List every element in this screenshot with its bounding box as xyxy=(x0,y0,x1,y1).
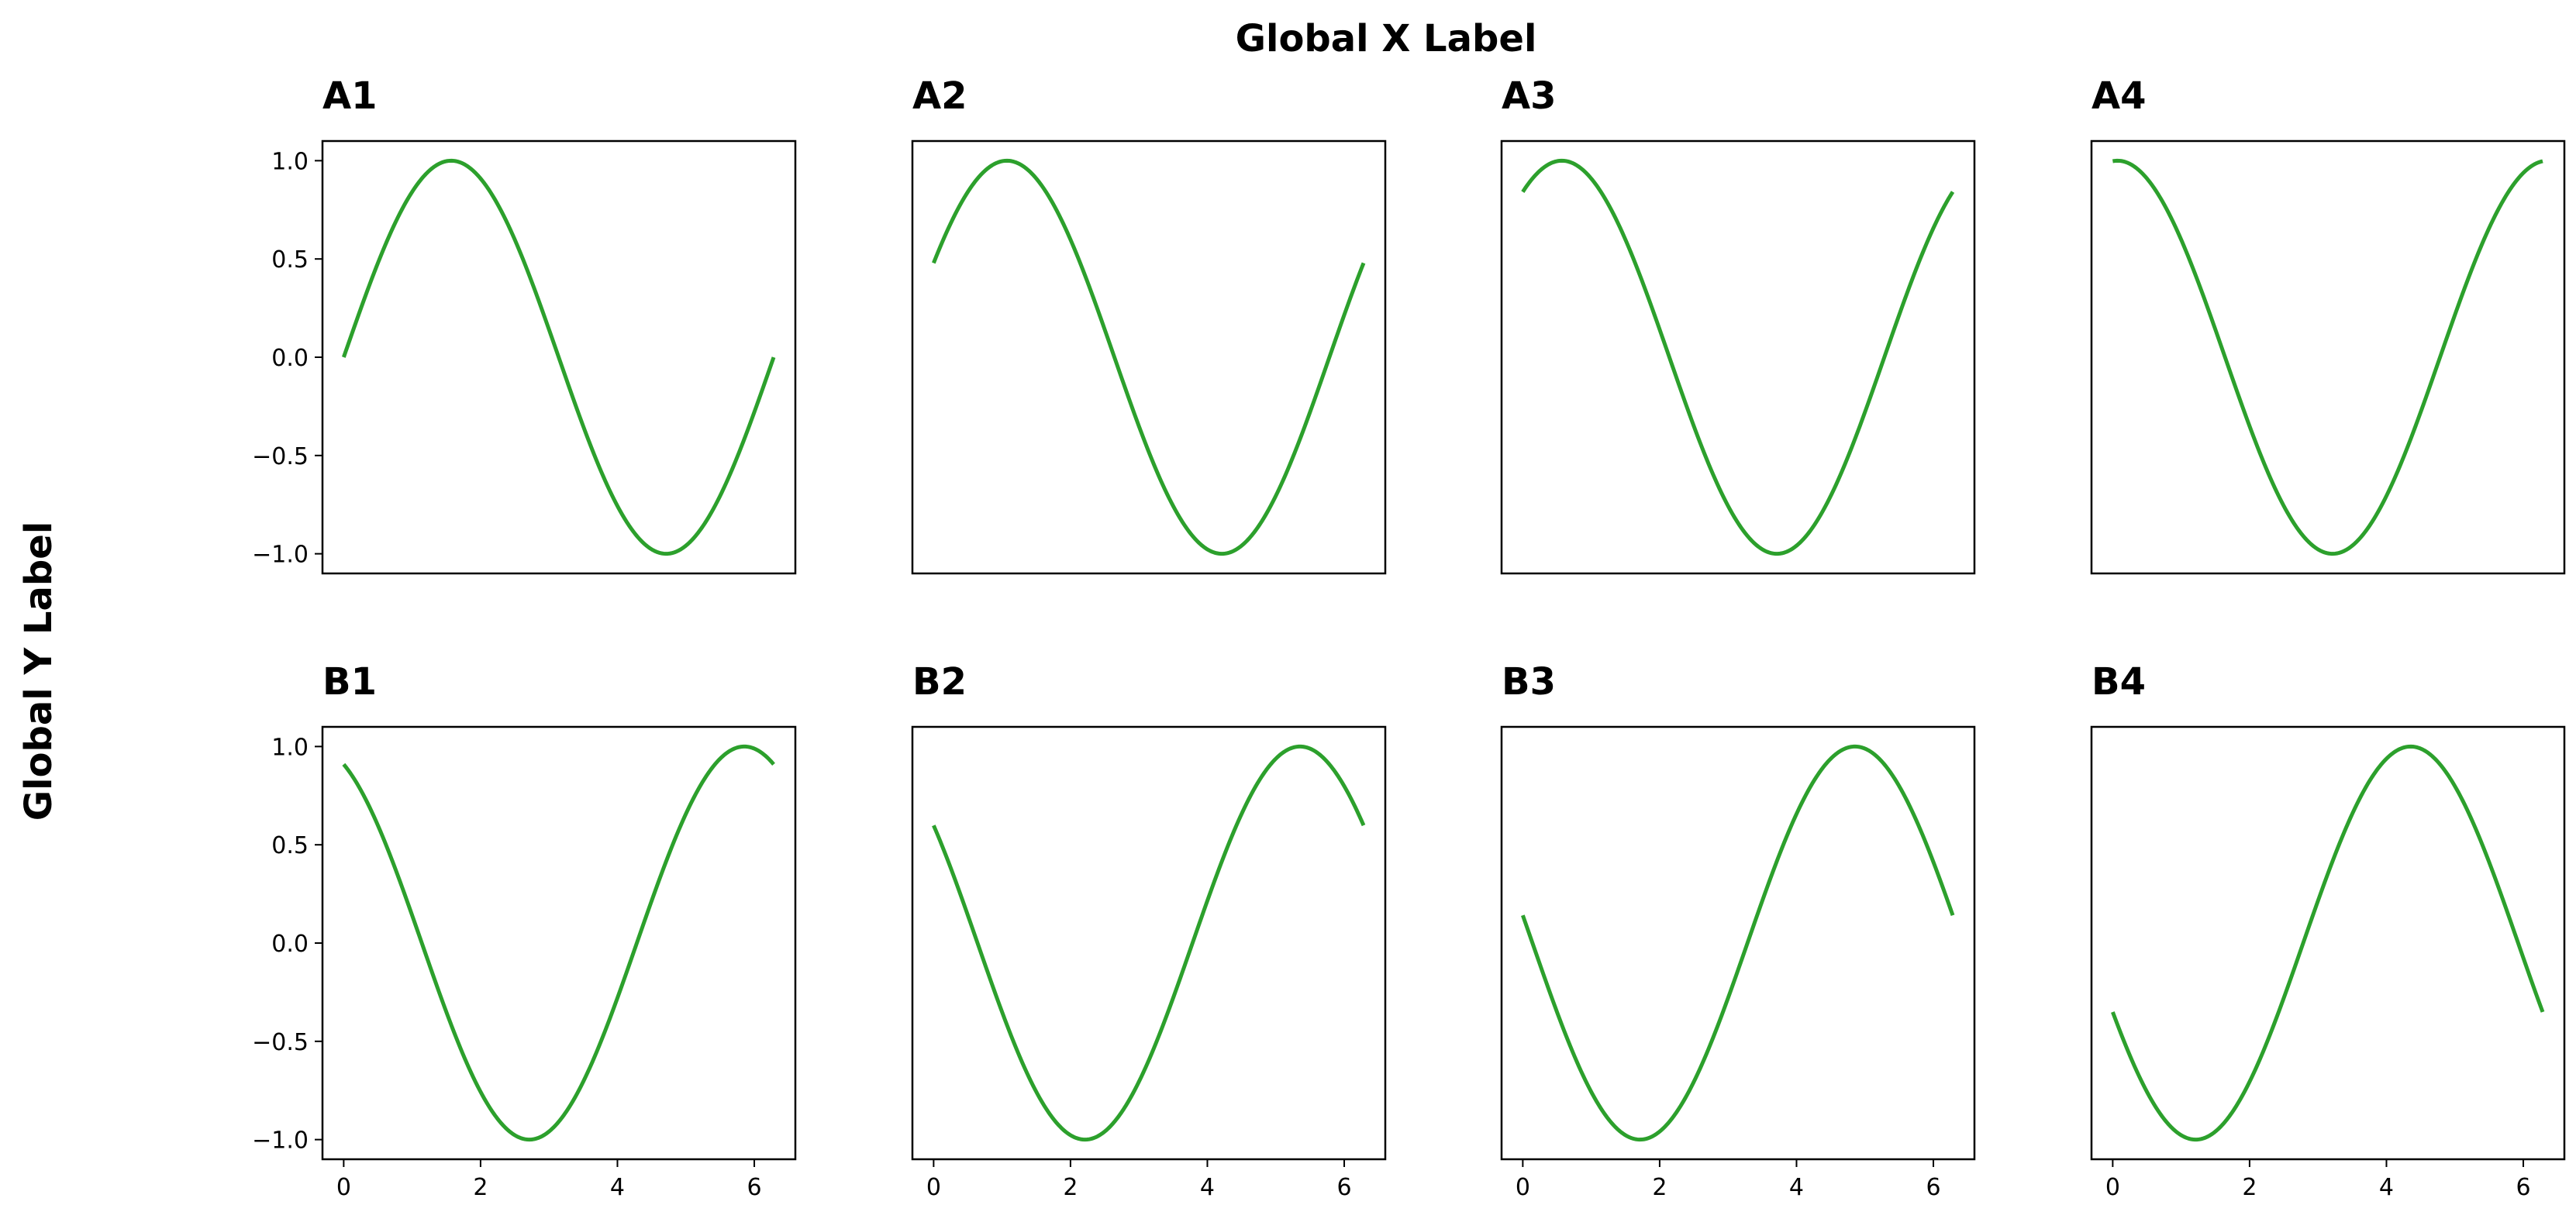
figure-y-label: Global Y Label xyxy=(17,522,60,821)
axes-frame-b1 xyxy=(321,725,797,1161)
subplot-b2: B2 0 2 4 6 xyxy=(911,660,1387,1201)
series-line-b1 xyxy=(342,744,775,1142)
y-tick-label-b1: 0.5 xyxy=(271,832,309,859)
x-tick-label-b1: 6 xyxy=(747,1174,761,1201)
axes-frame-b4 xyxy=(2090,725,2566,1161)
x-tick-label-b4: 0 xyxy=(2105,1174,2120,1201)
axes-frame-a3 xyxy=(1500,139,1976,575)
x-tick-label-b1: 4 xyxy=(610,1174,625,1201)
subplot-title-b1: B1 xyxy=(322,660,377,704)
series-line-a4 xyxy=(2112,158,2543,556)
subplot-title-b3: B3 xyxy=(1502,660,1556,704)
series-line-b2 xyxy=(932,744,1366,1142)
subplot-title-a1: A1 xyxy=(322,74,378,118)
axes-frame-b3 xyxy=(1500,725,1976,1161)
x-tick-label-b3: 2 xyxy=(1652,1174,1667,1201)
subplot-title-b2: B2 xyxy=(912,660,967,704)
x-tick-label-b1: 2 xyxy=(473,1174,488,1201)
series-line-a1 xyxy=(342,158,776,556)
subplot-b3: B3 0 2 4 6 xyxy=(1500,660,1976,1201)
x-tick-label-b3: 0 xyxy=(1516,1174,1530,1201)
y-tick-label-b1: −0.5 xyxy=(252,1029,309,1056)
x-tick-label-b4: 2 xyxy=(2242,1174,2257,1201)
y-tick-label-a1: 0.0 xyxy=(271,345,309,372)
y-tick-label-b1: −1.0 xyxy=(252,1127,309,1155)
x-tick-label-b2: 6 xyxy=(1336,1174,1351,1201)
series-line-a2 xyxy=(932,158,1366,556)
y-tick-label-a1: 0.5 xyxy=(271,246,309,274)
y-tick-label-a1: −0.5 xyxy=(252,443,309,470)
x-tick-label-b4: 4 xyxy=(2379,1174,2394,1201)
axes-frame-a4 xyxy=(2090,139,2566,575)
axes-frame-a2 xyxy=(911,139,1387,575)
subplot-title-a3: A3 xyxy=(1502,74,1557,118)
series-line-b3 xyxy=(1521,744,1955,1142)
figure-suptitle: Global X Label xyxy=(1236,17,1537,60)
x-tick-label-b2: 2 xyxy=(1063,1174,1078,1201)
subplot-title-a2: A2 xyxy=(912,74,967,118)
subplot-title-b4: B4 xyxy=(2091,660,2146,704)
axes-frame-b2 xyxy=(911,725,1387,1161)
x-tick-label-b4: 6 xyxy=(2516,1174,2530,1201)
series-line-b4 xyxy=(2111,744,2545,1142)
series-line-a3 xyxy=(1521,158,1955,556)
subplot-b1: B1 1.0 0.5 0.0 −0.5 −1.0 0 2 4 6 xyxy=(252,660,797,1201)
panels-grid: A1 1.0 0.5 0.0 −0.5 −1.0 A2 A3 A4 B1 1.0 0.5 0.0 −0.5… xyxy=(252,74,2566,1201)
y-tick-label-b1: 1.0 xyxy=(271,734,309,761)
subplot-a3: A3 xyxy=(1500,74,1976,575)
x-tick-label-b2: 0 xyxy=(926,1174,941,1201)
x-tick-label-b1: 0 xyxy=(336,1174,351,1201)
y-tick-label-a1: −1.0 xyxy=(252,542,309,569)
subplot-a4: A4 xyxy=(2090,74,2566,575)
x-tick-label-b2: 4 xyxy=(1200,1174,1215,1201)
subplot-b4: B4 0 2 4 6 xyxy=(2090,660,2566,1201)
y-tick-label-b1: 0.0 xyxy=(271,931,309,958)
subplot-title-a4: A4 xyxy=(2091,74,2147,118)
y-tick-label-a1: 1.0 xyxy=(271,148,309,175)
x-tick-label-b3: 6 xyxy=(1926,1174,1940,1201)
x-tick-label-b3: 4 xyxy=(1789,1174,1804,1201)
subplot-a2: A2 xyxy=(911,74,1387,575)
subplot-a1: A1 1.0 0.5 0.0 −0.5 −1.0 xyxy=(252,74,797,575)
